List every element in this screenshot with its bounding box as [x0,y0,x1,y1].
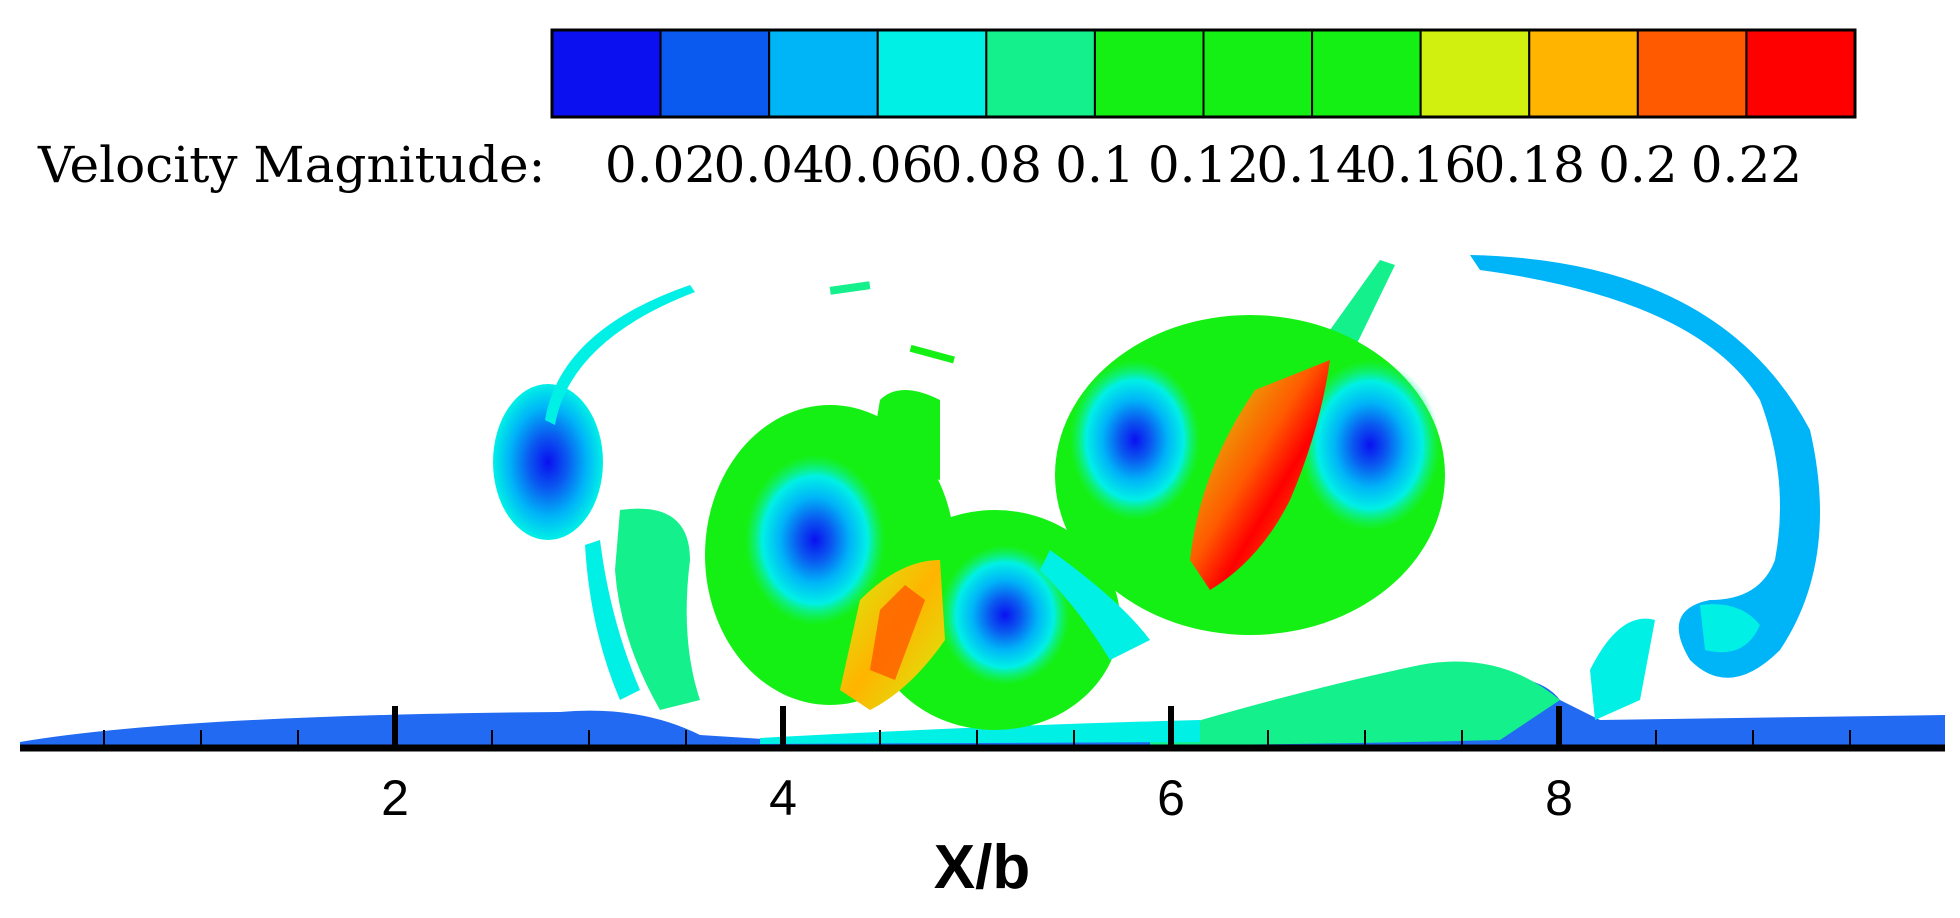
colorbar-swatch [659,29,771,118]
vortex-upper-right-core [1300,360,1440,530]
colorbar-swatch [1419,29,1531,118]
colorbar-level-labels: 0.020.040.060.08 0.1 0.120.140.160.18 0.2 0.… [605,136,1802,194]
x-axis: 2 4 6 8 [20,706,1945,826]
vortex-upper-left-core [1070,360,1200,520]
vortex-curl-far-right [1470,255,1820,678]
colorbar-swatch [985,29,1096,118]
vortex-center-left-core [745,455,885,625]
colorbar-swatch [1202,29,1314,118]
colorbar-swatch [1528,29,1639,118]
colorbar-level-label: 0.22 [1691,136,1802,194]
colorbar-swatch [768,29,879,118]
colorbar-level-label: 0.08 [931,136,1042,194]
vortex-curl-inner [1700,604,1760,653]
vortex-curl-stem [1590,618,1655,720]
link-strand [1040,550,1150,660]
ground-layer-upper [1150,661,1560,745]
fragment-top [829,281,871,295]
colorbar-level-label: 0.14 [1256,136,1367,194]
colorbar-swatch [1636,29,1748,118]
x-tick-labels: 2 4 6 8 [381,770,1573,826]
colorbar-level-label: 0.12 [1148,136,1259,194]
colorbar-level-label: 0.04 [714,136,825,194]
x-minor-ticks [103,730,1851,748]
vortex-small-left [493,384,603,540]
x-tick-label: 4 [769,770,797,826]
colorbar-level-label: 0.1 [1055,136,1135,194]
x-tick-label: 8 [1545,770,1573,826]
fragment-mid [909,344,955,364]
ground-layer-cyan [760,720,1200,744]
colorbar-swatch [1745,29,1856,118]
colorbar-swatch [1093,29,1205,118]
colorbar-level-label: 0.18 [1474,136,1585,194]
colorbar-level-label: 0.2 [1598,136,1678,194]
x-major-ticks [392,706,1562,748]
colorbar [550,28,1857,119]
x-tick-label: 2 [381,770,409,826]
colorbar-swatch [1311,29,1422,118]
colorbar-swatch [876,29,988,118]
x-tick-label: 6 [1157,770,1185,826]
x-axis-title: X/b [934,833,1030,902]
colorbar-level-label: 0.16 [1365,136,1476,194]
vortex-small-left-edge [585,540,640,700]
vortex-small-left-tail [615,508,700,710]
jet-center-hot [870,585,925,680]
colorbar-level-label: 0.02 [605,136,716,194]
colorbar-level-label: 0.06 [822,136,933,194]
flow-field [20,255,1945,748]
jet-upper [1190,360,1330,590]
colorbar-title: Velocity Magnitude: [37,136,545,194]
vortex-center-right-core [940,545,1070,685]
colorbar-swatch [551,29,662,118]
